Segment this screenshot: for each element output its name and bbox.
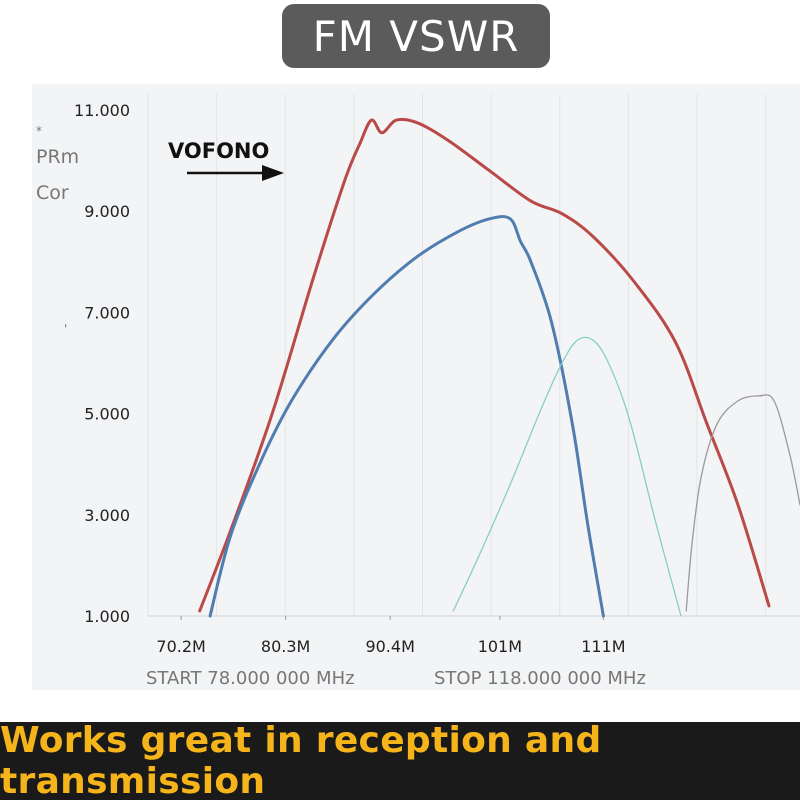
arrow-right-icon xyxy=(262,165,284,181)
y-tick-label: 3.000 xyxy=(84,506,130,525)
x-tick-label: 111M xyxy=(581,637,625,656)
x-tick-label: 101M xyxy=(478,637,522,656)
series-line-red xyxy=(198,117,771,613)
side-marker: * xyxy=(36,124,42,138)
x-tick-label: 80.3M xyxy=(261,637,310,656)
chart-title: FM VSWR xyxy=(312,11,520,61)
y-tick-label: 9.000 xyxy=(84,202,130,221)
side-label-prm: PRm xyxy=(36,146,80,168)
series-line-teal xyxy=(452,336,682,617)
plot-background xyxy=(32,84,800,690)
series-line-gray xyxy=(685,394,800,612)
y-tick-label: 1.000 xyxy=(84,607,130,626)
y-tick-label: 5.000 xyxy=(84,405,130,424)
banner-text: Works great in reception and transmissio… xyxy=(0,720,602,802)
y-tick-label: 7.000 xyxy=(84,303,130,322)
side-marker-2: ' xyxy=(64,322,68,336)
start-frequency: START 78.000 000 MHz xyxy=(146,668,355,689)
x-tick-label: 70.2M xyxy=(156,637,205,656)
y-tick-label: 11.000 xyxy=(74,101,130,120)
side-label-cor: Cor xyxy=(36,182,69,204)
title-pill: FM VSWR xyxy=(282,4,550,68)
stop-frequency: STOP 118.000 000 MHz xyxy=(434,668,646,689)
series-line-blue xyxy=(208,215,605,618)
brand-label: VOFONO xyxy=(168,139,269,163)
x-tick-label: 90.4M xyxy=(365,637,414,656)
promo-banner: Works great in reception and transmissio… xyxy=(0,720,800,802)
